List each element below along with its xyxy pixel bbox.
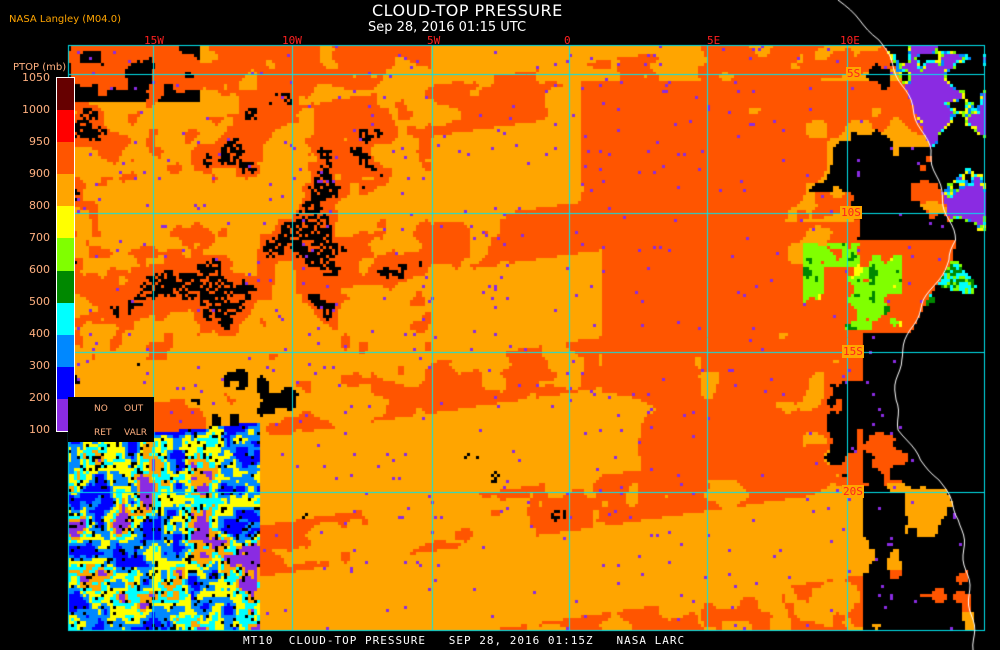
no-label: NO [94, 404, 108, 414]
lon-label-15w: 15W [144, 34, 164, 47]
lat-label-15s: 15S [842, 345, 864, 358]
lon-label-0: 0 [564, 34, 571, 47]
lat-label-10s: 10S [840, 206, 862, 219]
legend-tick: 1000 [22, 103, 50, 116]
lat-label-20s: 20S [842, 485, 864, 498]
legend-tick: 600 [29, 263, 50, 276]
legend-swatch [57, 174, 74, 207]
lon-label-5e: 5E [707, 34, 721, 47]
legend-tick: 300 [29, 359, 50, 372]
lon-label-5w: 5W [427, 34, 441, 47]
legend-swatch [57, 110, 74, 143]
out-label: OUT [124, 404, 144, 414]
ret-label: RET [94, 428, 112, 438]
legend-tick: 100 [29, 423, 50, 436]
legend-swatch [57, 206, 74, 239]
legend-swatch [57, 302, 74, 335]
footer-caption: MT10 CLOUD-TOP PRESSURE SEP 28, 2016 01:… [243, 634, 686, 647]
legend-tick: 700 [29, 231, 50, 244]
legend-tick: 800 [29, 199, 50, 212]
legend-swatch [57, 142, 74, 175]
lon-label-10e: 10E [840, 34, 860, 47]
producer-label: NASA Langley (M04.0) [9, 14, 121, 25]
lat-label-5s: 5S [846, 67, 862, 80]
legend-swatch [57, 238, 74, 271]
legend-title: PTOP (mb) [13, 62, 67, 73]
legend-swatch [57, 366, 74, 399]
legend-swatch [57, 270, 74, 303]
map-title: CLOUD-TOP PRESSURE [372, 1, 563, 20]
legend-tick: 400 [29, 327, 50, 340]
legend-tick: 200 [29, 391, 50, 404]
lon-label-10w: 10W [282, 34, 302, 47]
valr-label: VALR [124, 428, 148, 438]
map-datetime: Sep 28, 2016 01:15 UTC [368, 20, 527, 35]
no-retrieval-key: NO OUT RET VALR [68, 397, 154, 442]
legend-tick: 950 [29, 135, 50, 148]
legend-tick: 1050 [22, 71, 50, 84]
legend-tick: 500 [29, 295, 50, 308]
legend-tick: 900 [29, 167, 50, 180]
legend-swatch [57, 78, 74, 111]
legend-swatch [57, 334, 74, 367]
color-legend-bar [56, 77, 75, 432]
